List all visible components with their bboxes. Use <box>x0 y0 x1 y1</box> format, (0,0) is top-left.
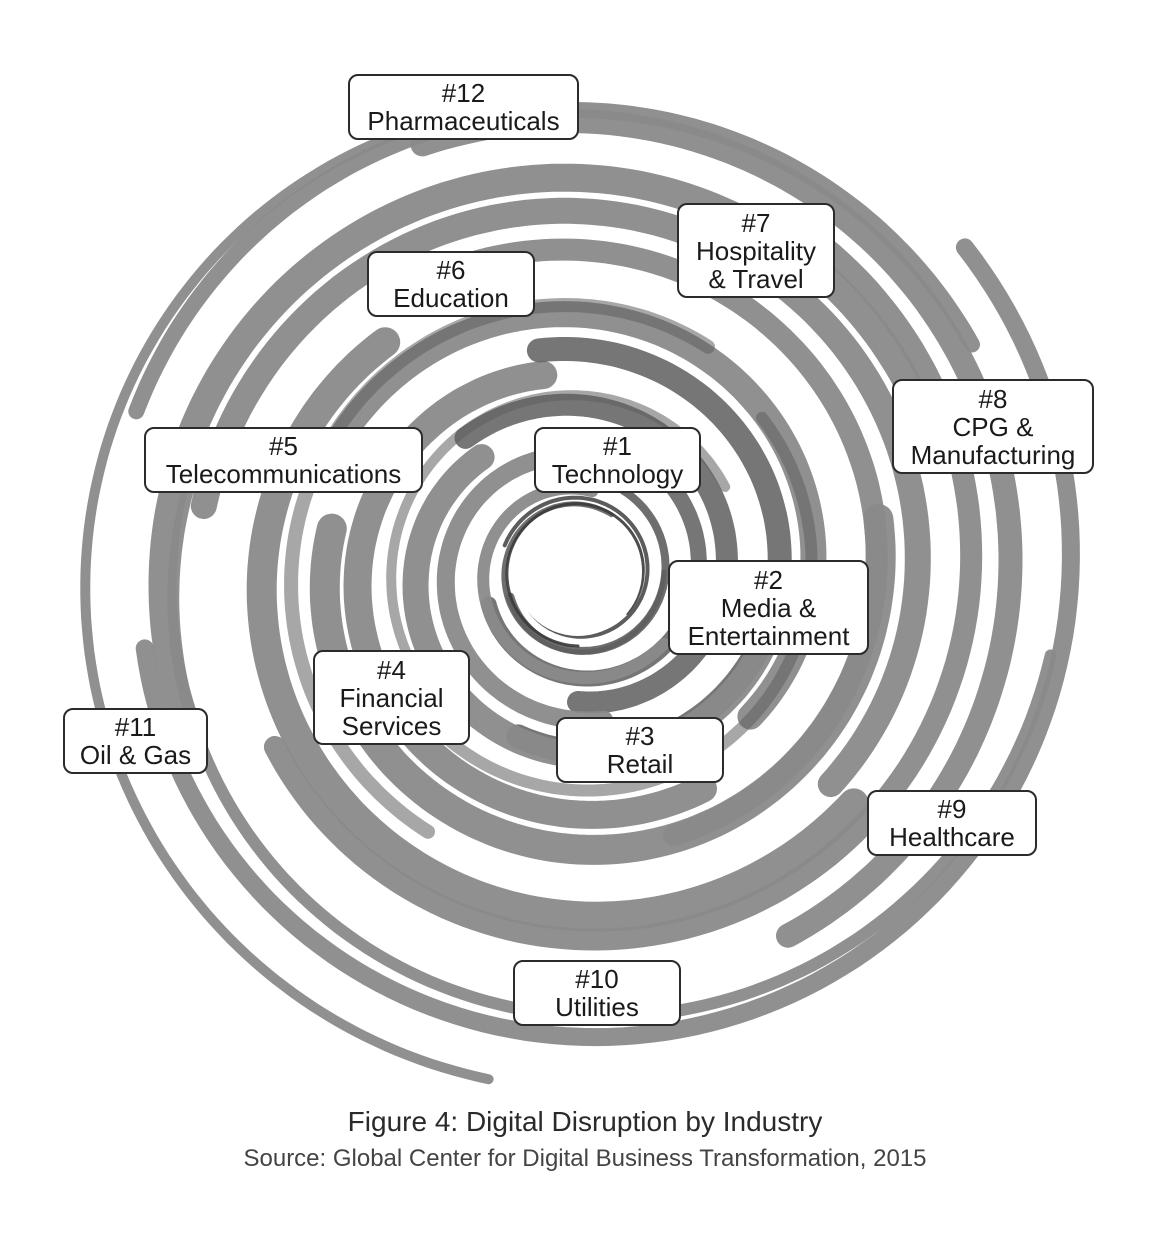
industry-name: Retail <box>606 749 674 779</box>
industry-label-hospitality-travel: #7 Hospitality & Travel <box>677 203 835 298</box>
vortex-center <box>514 508 642 636</box>
industry-rank: #10 <box>575 964 619 994</box>
industry-label-oil-gas: #11 Oil & Gas <box>63 708 208 774</box>
industry-rank: #1 <box>603 431 632 461</box>
industry-rank: #7 <box>741 207 771 238</box>
industry-name: Services <box>341 710 442 741</box>
digital-vortex-diagram <box>80 101 1080 1085</box>
industry-name: Financial <box>339 682 444 713</box>
vortex-band <box>502 495 650 639</box>
industry-name: Education <box>393 283 509 313</box>
industry-name: Manufacturing <box>910 439 1076 470</box>
industry-rank: #11 <box>114 712 157 742</box>
industry-rank: #6 <box>436 255 466 285</box>
industry-rank: #3 <box>625 721 655 751</box>
industry-rank: #9 <box>937 794 967 824</box>
industry-name: Technology <box>551 459 684 489</box>
industry-name: Pharmaceuticals <box>367 106 560 136</box>
industry-name: & Travel <box>708 263 804 294</box>
figure-source: Source: Global Center for Digital Busine… <box>243 1145 927 1172</box>
industry-rank: #4 <box>377 654 406 685</box>
industry-label-retail: #3 Retail <box>556 717 724 783</box>
industry-name: Oil & Gas <box>79 740 192 770</box>
vortex-spiral-bands <box>80 101 1080 1085</box>
industry-label-media-entertainment: #2 Media & Entertainment <box>668 560 869 655</box>
industry-rank: #2 <box>754 564 783 595</box>
industry-label-education: #6 Education <box>367 251 535 317</box>
industry-label-pharmaceuticals: #12 Pharmaceuticals <box>348 74 579 140</box>
industry-name: Healthcare <box>889 822 1015 852</box>
industry-label-healthcare: #9 Healthcare <box>867 790 1037 856</box>
vortex-band <box>477 482 670 685</box>
industry-name: Telecommunications <box>165 459 402 489</box>
industry-label-technology: #1 Technology <box>534 427 701 493</box>
industry-label-telecommunications: #5 Telecommunications <box>144 427 423 493</box>
industry-label-cpg-manufacturing: #8 CPG & Manufacturing <box>892 379 1094 474</box>
industry-rank: #5 <box>269 431 298 461</box>
industry-name: Hospitality <box>696 235 816 266</box>
figure-caption: Figure 4: Digital Disruption by Industry <box>347 1106 823 1137</box>
industry-name: Utilities <box>555 992 639 1022</box>
vortex-band <box>386 390 731 672</box>
industry-name: Media & <box>720 592 817 623</box>
vortex-band <box>80 104 502 1085</box>
vortex-band <box>454 393 738 714</box>
vortex-band <box>135 238 1080 1047</box>
industry-label-financial-services: #4 Financial Services <box>313 650 470 745</box>
industry-label-utilities: #10 Utilities <box>513 960 681 1026</box>
industry-rank: #12 <box>441 78 486 108</box>
vortex-band <box>343 361 717 829</box>
industry-rank: #8 <box>978 383 1008 414</box>
industry-name: Entertainment <box>687 620 850 651</box>
industry-name: CPG & <box>952 411 1034 442</box>
vortex-band <box>505 502 645 648</box>
